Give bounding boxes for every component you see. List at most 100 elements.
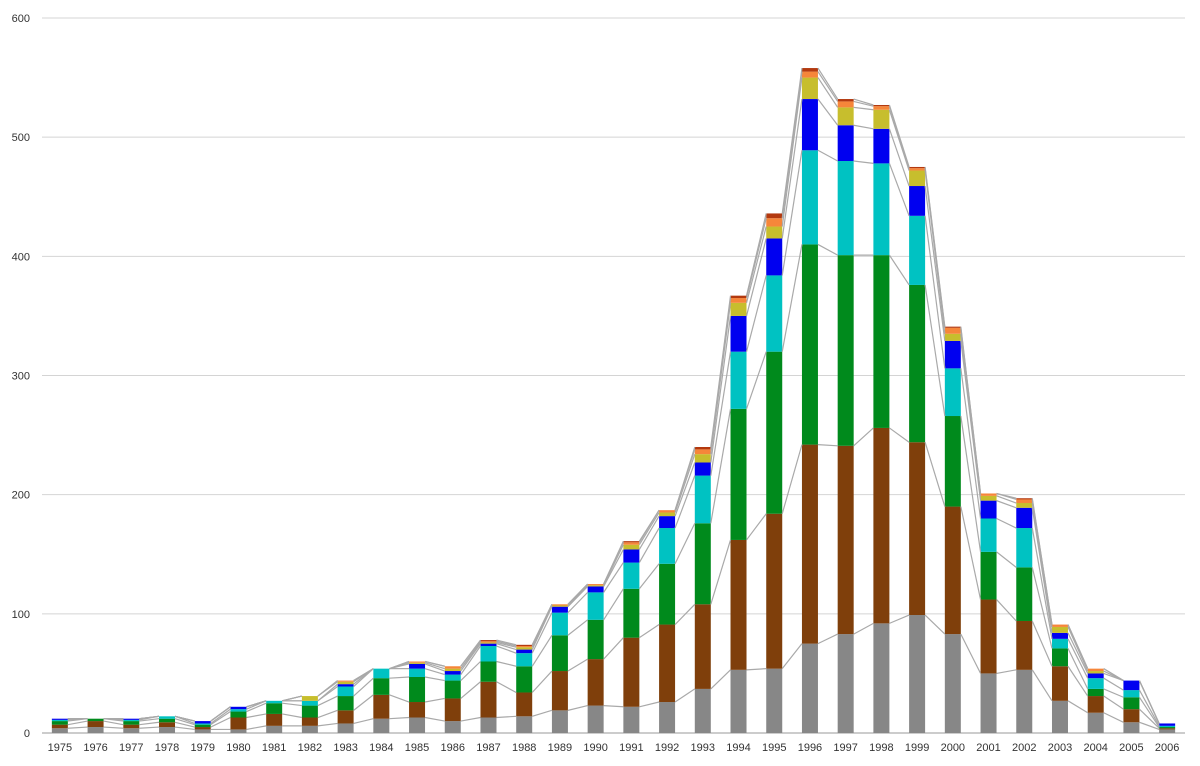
bar-segment: [694, 462, 711, 476]
bar-segment: [409, 668, 426, 677]
bar-segment: [516, 653, 533, 667]
x-tick-label: 1992: [655, 742, 679, 754]
x-tick-label: 1976: [83, 742, 107, 754]
bar-segment: [301, 696, 318, 701]
bar-segment: [444, 666, 461, 669]
bar-segment: [659, 624, 676, 703]
bar-segment: [909, 166, 926, 169]
gridlines: [42, 17, 1185, 734]
bar-segment: [587, 585, 604, 587]
bar-segment: [587, 659, 604, 706]
bar-segment: [909, 186, 926, 216]
bar-segment: [337, 696, 354, 711]
bar-segment: [551, 604, 568, 606]
bar-segment: [801, 244, 818, 445]
bar-segment: [123, 718, 140, 720]
bar-segment: [694, 523, 711, 605]
bar-segment: [801, 643, 818, 733]
bar-segment: [301, 700, 318, 706]
bar-segment: [944, 340, 961, 369]
bar-segment: [551, 606, 568, 613]
bar-segment: [337, 686, 354, 697]
bar-segment: [337, 680, 354, 682]
bar-segment: [1051, 638, 1068, 649]
y-tick-label: 600: [12, 13, 30, 25]
bar-segment: [766, 213, 783, 219]
bar-segment: [837, 445, 854, 635]
x-tick-label: 1998: [869, 742, 893, 754]
bar-segment: [123, 719, 140, 722]
bar-segment: [230, 711, 247, 718]
bar-segment: [480, 641, 497, 643]
bar-segment: [1016, 507, 1033, 529]
x-tick-label: 1983: [333, 742, 357, 754]
bar-segment: [551, 710, 568, 733]
bar-segment: [194, 727, 211, 730]
bar-segment: [837, 125, 854, 161]
bar-segment: [909, 615, 926, 733]
bar-segment: [873, 163, 890, 256]
bar-segment: [480, 642, 497, 644]
bar-segment: [159, 716, 176, 719]
bar-segment: [266, 703, 283, 714]
bar-segment: [301, 717, 318, 726]
bar-segment: [587, 586, 604, 593]
bar-segment: [980, 518, 997, 552]
bar-segment: [1123, 709, 1140, 723]
bar-segment: [51, 719, 68, 722]
x-tick-label: 1987: [476, 742, 500, 754]
bar-segment: [230, 729, 247, 733]
bar-segment: [659, 510, 676, 513]
bar-segment: [730, 539, 747, 670]
y-tick-label: 0: [24, 728, 30, 740]
bar-segment: [766, 668, 783, 733]
bar-segment: [266, 713, 283, 726]
bar-segment: [1159, 729, 1176, 733]
bar-segment: [123, 728, 140, 733]
bar-segment: [337, 681, 354, 685]
bar-segment: [1051, 700, 1068, 733]
bar-segment: [730, 315, 747, 352]
bar-segment: [409, 717, 426, 733]
bar-segment: [1159, 727, 1176, 729]
x-tick-label: 2005: [1119, 742, 1143, 754]
bar-segment: [944, 634, 961, 733]
x-tick-label: 1985: [405, 742, 429, 754]
bar-segment: [373, 718, 390, 733]
bar-segment: [480, 661, 497, 682]
bar-segment: [87, 721, 104, 728]
series-connector-line: [67, 67, 1160, 724]
bar-segment: [1159, 725, 1176, 728]
bar-segment: [801, 444, 818, 644]
bar-segment: [837, 634, 854, 733]
bar-segment: [444, 721, 461, 733]
bar-segment: [516, 716, 533, 733]
x-tick-label: 1995: [762, 742, 786, 754]
bar-segment: [1087, 712, 1104, 733]
bar-segment: [551, 671, 568, 711]
bar-segment: [587, 584, 604, 586]
bar-segment: [909, 170, 926, 187]
bar-segment: [516, 666, 533, 693]
bar-segment: [873, 427, 890, 624]
x-tick-label: 1982: [298, 742, 322, 754]
bar-segment: [980, 500, 997, 519]
bar-segment: [766, 238, 783, 276]
bar-segment: [980, 493, 997, 496]
bar-segment: [1051, 632, 1068, 639]
bar-segment: [480, 646, 497, 662]
bar-segment: [480, 640, 497, 642]
x-tick-label: 1997: [833, 742, 857, 754]
y-tick-labels: 0 100 200 300 400 500 600: [12, 13, 30, 740]
bar-segment: [51, 728, 68, 733]
bar-segment: [480, 643, 497, 647]
bar-segment: [1051, 648, 1068, 667]
bar-segment: [230, 709, 247, 712]
bar-segment: [659, 702, 676, 733]
x-tick-labels: 1975 1976 1977 1978 1979 1980 1981 1982 1983 1984…: [48, 742, 1180, 754]
bar-segment: [516, 647, 533, 650]
bar-segment: [873, 255, 890, 428]
bar-segment: [409, 702, 426, 718]
